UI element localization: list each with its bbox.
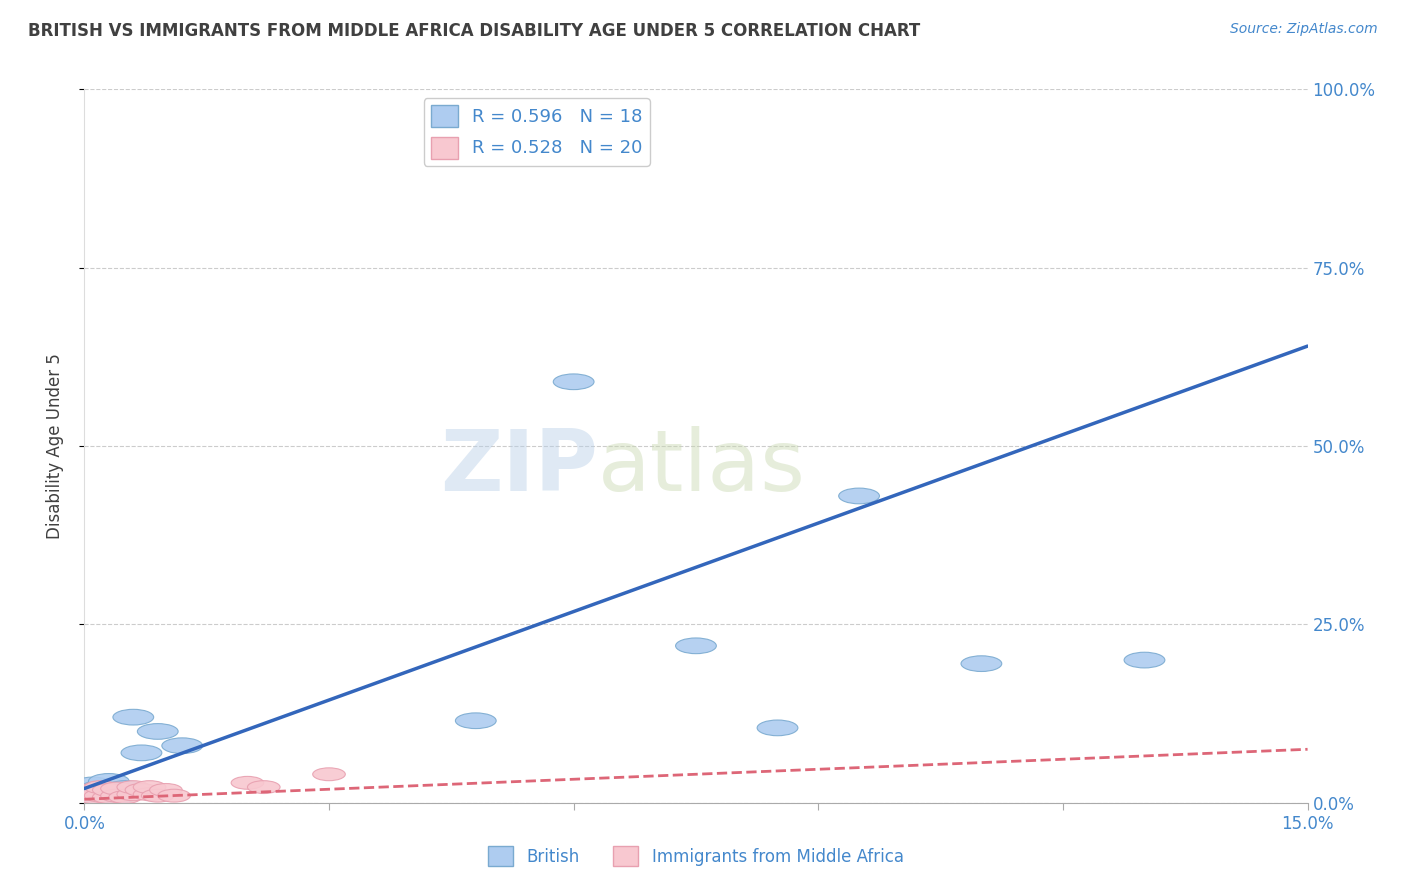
Ellipse shape <box>962 656 1002 672</box>
Ellipse shape <box>149 783 183 797</box>
Ellipse shape <box>839 488 880 504</box>
Ellipse shape <box>76 790 108 804</box>
Ellipse shape <box>76 783 108 797</box>
Ellipse shape <box>758 720 799 736</box>
Ellipse shape <box>117 780 149 794</box>
Ellipse shape <box>112 709 153 725</box>
Text: ZIP: ZIP <box>440 425 598 509</box>
Ellipse shape <box>72 777 112 793</box>
Ellipse shape <box>676 638 717 654</box>
Ellipse shape <box>101 782 134 795</box>
Text: Source: ZipAtlas.com: Source: ZipAtlas.com <box>1230 22 1378 37</box>
Ellipse shape <box>134 788 166 801</box>
Ellipse shape <box>80 780 121 797</box>
Ellipse shape <box>72 788 112 804</box>
Ellipse shape <box>231 776 264 789</box>
Ellipse shape <box>108 790 142 804</box>
Text: BRITISH VS IMMIGRANTS FROM MIDDLE AFRICA DISABILITY AGE UNDER 5 CORRELATION CHAR: BRITISH VS IMMIGRANTS FROM MIDDLE AFRICA… <box>28 22 921 40</box>
Ellipse shape <box>93 783 125 797</box>
Ellipse shape <box>456 713 496 729</box>
Ellipse shape <box>84 780 117 794</box>
Ellipse shape <box>162 738 202 754</box>
Ellipse shape <box>554 374 595 390</box>
Ellipse shape <box>97 788 138 804</box>
Legend: British, Immigrants from Middle Africa: British, Immigrants from Middle Africa <box>482 839 910 873</box>
Ellipse shape <box>117 788 149 801</box>
Ellipse shape <box>121 745 162 761</box>
Ellipse shape <box>125 783 157 797</box>
Ellipse shape <box>138 723 179 739</box>
Ellipse shape <box>1125 652 1166 668</box>
Ellipse shape <box>93 790 125 804</box>
Y-axis label: Disability Age Under 5: Disability Age Under 5 <box>45 353 63 539</box>
Ellipse shape <box>157 789 190 802</box>
Ellipse shape <box>105 780 146 797</box>
Ellipse shape <box>247 780 280 794</box>
Ellipse shape <box>101 789 134 802</box>
Ellipse shape <box>142 789 174 802</box>
Text: atlas: atlas <box>598 425 806 509</box>
Ellipse shape <box>89 773 129 789</box>
Ellipse shape <box>312 768 346 780</box>
Ellipse shape <box>84 789 117 802</box>
Ellipse shape <box>89 784 129 800</box>
Ellipse shape <box>134 780 166 794</box>
